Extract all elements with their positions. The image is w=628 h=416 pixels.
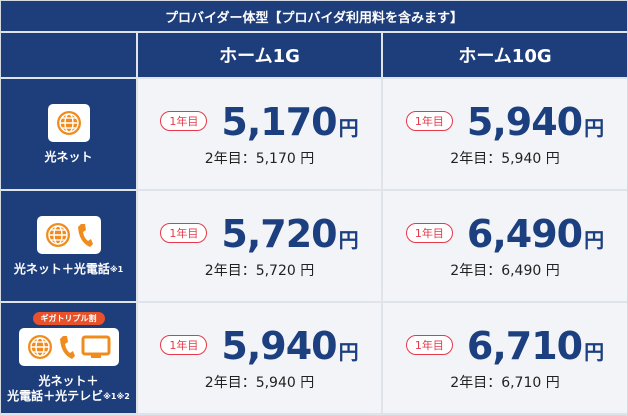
price-line: 1年目 5,170 円 [160,100,359,144]
footnote-mark: ※1 [109,264,124,274]
price-line: 1年目 6,490 円 [405,212,605,256]
price-line: 1年目 5,720 円 [160,212,359,256]
price-cell: 1年目 5,940 円 2年目：5,940 円 [383,79,627,189]
price-price: 5,940 [466,100,583,144]
price-price: 5,720 [221,212,337,256]
price-unit: 円 [584,340,605,364]
row-header: ギガトリプル割 光ネット＋ 光電話＋光テレビ※1※2 [1,303,136,413]
row-label: 光ネット＋ 光電話＋光テレビ※1※2 [7,374,130,404]
year2-price: 2年目：6,710 円 [450,375,560,391]
discount-tag: ギガトリプル割 [32,312,105,325]
price-cell: 1年目 5,170 円 2年目：5,170 円 [138,79,381,189]
price-price: 6,710 [466,324,583,368]
year1-badge: 1年目 [160,223,208,243]
year1-badge: 1年目 [405,223,453,243]
row-header: 光ネット＋光電話※1 [1,191,136,301]
icon-box [18,328,119,366]
year1-badge: 1年目 [160,335,208,355]
price-unit: 円 [338,228,359,252]
price-unit: 円 [338,340,359,364]
price-price: 6,490 [466,212,583,256]
row-label: 光ネット＋光電話※1 [14,262,123,277]
column-header: ホーム1G [138,33,381,77]
price-unit: 円 [584,116,605,140]
icon-box [36,215,101,254]
price-unit: 円 [338,116,359,140]
price-cell: 1年目 6,490 円 2年目：6,490 円 [383,191,627,301]
globe-icon [45,222,70,247]
footnote-mark: ※1※2 [103,392,130,401]
phone-icon [77,223,93,247]
globe-icon [56,110,81,135]
row-label: 光ネット [44,150,92,165]
label-line: 光電話＋光テレビ※1※2 [7,389,130,403]
globe-icon [27,335,52,359]
year1-badge: 1年目 [405,335,453,355]
label-line: 光ネット [44,149,93,164]
year2-price: 2年目：5,170 円 [204,151,315,167]
tv-icon [81,335,110,358]
price-unit: 円 [584,228,605,252]
icon-box [47,103,90,142]
year1-badge: 1年目 [160,111,208,131]
price-line: 1年目 5,940 円 [160,324,359,368]
price-line: 1年目 5,940 円 [405,100,605,144]
year1-badge: 1年目 [405,111,453,131]
label-line: 光ネット＋光電話※1 [13,261,124,276]
price-cell: 1年目 6,710 円 2年目：6,710 円 [383,303,627,413]
corner [1,33,136,77]
column-header: ホーム10G [383,33,627,77]
price-cell: 1年目 5,720 円 2年目：5,720 円 [138,191,381,301]
year2-price: 2年目：5,940 円 [450,151,560,167]
price-cell: 1年目 5,940 円 2年目：5,940 円 [138,303,381,413]
table-title: プロバイダー体型【プロバイダ利用料を含みます】 [1,1,627,31]
price-price: 5,170 [221,100,337,144]
row-header: 光ネット [1,79,136,189]
price-price: 5,940 [221,324,337,368]
phone-icon [59,336,75,359]
year2-price: 2年目：5,720 円 [204,263,315,279]
year2-price: 2年目：6,490 円 [450,263,560,279]
label-line: 光ネット＋ [38,374,99,388]
price-line: 1年目 6,710 円 [405,324,605,368]
year2-price: 2年目：5,940 円 [204,375,315,391]
